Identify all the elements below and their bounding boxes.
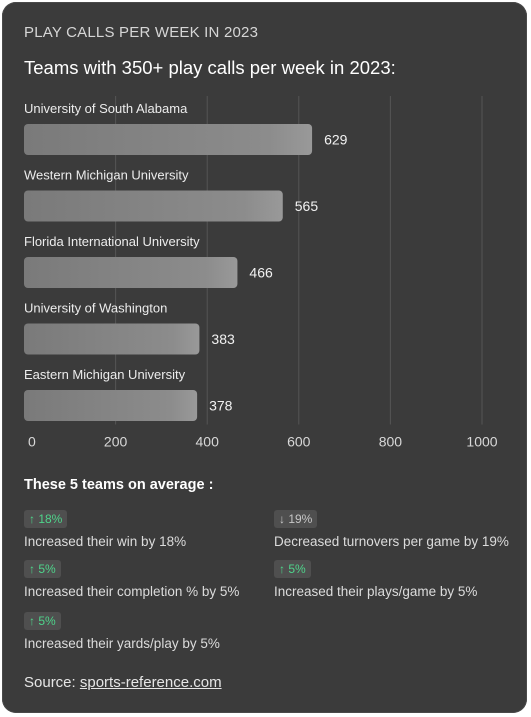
stat-text: Increased their plays/game by 5% <box>274 584 478 599</box>
bar <box>24 257 238 288</box>
source-link[interactable]: sports-reference.com <box>79 674 222 691</box>
stat-completion: ↑ 5% Increased their completion % by 5% <box>24 560 239 599</box>
bar-value-label: 629 <box>324 132 348 148</box>
bar-category-label: Eastern Michigan University <box>24 367 186 382</box>
stat-win: ↑ 18% Increased their win by 18% <box>24 510 186 549</box>
stat-badge: ↑ 5% <box>274 560 311 578</box>
stat-badge: ↑ 5% <box>24 612 61 630</box>
chart-x-ticks: 0 200 400 600 800 1000 <box>28 434 498 450</box>
source-label: Source: <box>24 674 76 691</box>
chart-bars: University of South Alabama 629 Western Mi… <box>24 101 348 421</box>
stat-text: Increased their win by 18% <box>24 534 187 549</box>
chart-title: Teams with 350+ play calls per week in 2… <box>24 57 396 78</box>
bar-chart: University of South Alabama 629 Western Mi… <box>24 96 498 450</box>
x-tick-label: 1000 <box>466 434 497 450</box>
x-tick-label: 400 <box>196 434 220 450</box>
bar <box>24 190 283 222</box>
stat-plays: ↑ 5% Increased their plays/game by 5% <box>274 560 477 599</box>
stat-yards: ↑ 5% Increased their yards/play by 5% <box>24 612 220 651</box>
summary-title: These 5 teams on average : <box>24 477 214 493</box>
source-line: Source: sports-reference.com <box>24 674 222 691</box>
bar <box>24 124 313 155</box>
bar-value-label: 565 <box>295 198 319 214</box>
x-tick-label: 800 <box>379 434 403 450</box>
bar-value-label: 466 <box>249 265 273 281</box>
x-tick-label: 0 <box>28 434 36 450</box>
bar-category-label: University of Washington <box>24 301 167 316</box>
stat-turnovers: ↓ 19% Decreased turnovers per game by 19… <box>274 510 509 549</box>
chart-overline: PLAY CALLS PER WEEK IN 2023 <box>24 24 259 41</box>
stat-badge: ↑ 5% <box>24 560 61 578</box>
bar <box>24 323 200 355</box>
stat-badge: ↓ 19% <box>274 510 318 528</box>
stat-text: Decreased turnovers per game by 19% <box>274 534 509 549</box>
bar-value-label: 383 <box>211 331 235 347</box>
stat-text: Increased their yards/play by 5% <box>24 636 220 651</box>
bar-category-label: Florida International University <box>24 234 200 249</box>
bar-category-label: Western Michigan University <box>24 168 189 183</box>
x-tick-label: 200 <box>104 434 128 450</box>
bar-value-label: 378 <box>209 398 233 414</box>
bar <box>24 390 198 421</box>
stat-text: Increased their completion % by 5% <box>24 584 240 599</box>
bar-category-label: University of South Alabama <box>24 101 188 116</box>
x-tick-label: 600 <box>287 434 311 450</box>
stat-badge: ↑ 18% <box>24 510 68 528</box>
